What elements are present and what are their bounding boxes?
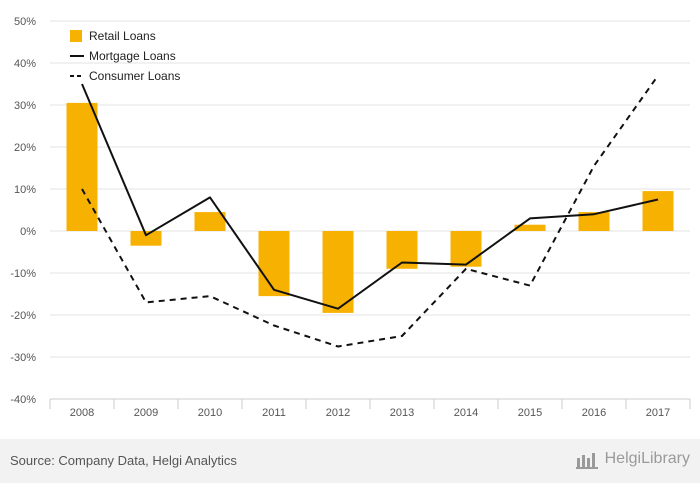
legend-label: Mortgage Loans [89, 49, 176, 63]
source-text: Source: Company Data, Helgi Analytics [10, 453, 237, 468]
legend: Retail Loans Mortgage Loans Consumer Loans [70, 29, 180, 83]
y-tick-label: -30% [10, 352, 36, 364]
x-tick-label: 2012 [326, 407, 350, 419]
line-mortgage-loans[interactable] [81, 83, 659, 310]
y-tick-label: 40% [14, 58, 36, 70]
y-tick-label: 30% [14, 100, 36, 112]
x-tick-label: 2013 [390, 407, 414, 419]
footer: Source: Company Data, Helgi Analytics He… [0, 439, 700, 483]
x-tick-label: 2017 [646, 407, 670, 419]
y-tick-label: 50% [14, 16, 36, 28]
brand-name: HelgiLibrary [604, 450, 690, 467]
bar-2014[interactable] [450, 231, 482, 267]
library-icon [575, 453, 598, 469]
y-tick-label: -40% [10, 394, 36, 406]
y-tick-label: 0% [20, 226, 36, 238]
x-tick-label: 2009 [134, 407, 158, 419]
y-tick-label: -10% [10, 268, 36, 280]
legend-item-retail-loans[interactable]: Retail Loans [70, 29, 156, 43]
x-tick-label: 2016 [582, 407, 606, 419]
x-tick-label: 2014 [454, 407, 478, 419]
legend-label: Retail Loans [89, 29, 156, 43]
x-tick-label: 2011 [262, 407, 286, 419]
bar-2016[interactable] [578, 212, 610, 231]
bar-2010[interactable] [194, 212, 226, 231]
x-tick-label: 2008 [70, 407, 94, 419]
bar-2017[interactable] [642, 191, 674, 231]
x-tick-label: 2010 [198, 407, 222, 419]
chart: 50%40%30%20%10%0%-10%-20%-30%-40% 2008 20… [10, 16, 691, 419]
y-tick-label: 20% [14, 142, 36, 154]
legend-label: Consumer Loans [89, 69, 180, 83]
line-series [81, 75, 659, 348]
x-tick-label: 2015 [518, 407, 542, 419]
bar-2015[interactable] [514, 224, 546, 231]
x-axis: 2008 2009 2010 2011 2012 2013 2014 2015 2016 2017 [49, 398, 691, 419]
bar-2008[interactable] [66, 102, 98, 232]
bar-series-retail-loans [66, 102, 674, 313]
legend-item-consumer-loans[interactable]: Consumer Loans [70, 69, 180, 83]
bar-2009[interactable] [130, 231, 162, 246]
y-tick-label: 10% [14, 184, 36, 196]
bar-2012[interactable] [322, 231, 354, 313]
y-axis: 50% 40% 30% 20% 10% 0% -10% -20% -30% -40% [10, 16, 36, 406]
line-consumer-loans[interactable] [81, 75, 659, 348]
bar-2011[interactable] [258, 231, 290, 297]
legend-item-mortgage-loans[interactable]: Mortgage Loans [70, 49, 176, 63]
y-tick-label: -20% [10, 310, 36, 322]
legend-swatch [70, 30, 82, 42]
brand-logo[interactable]: HelgiLibrary [575, 449, 690, 469]
